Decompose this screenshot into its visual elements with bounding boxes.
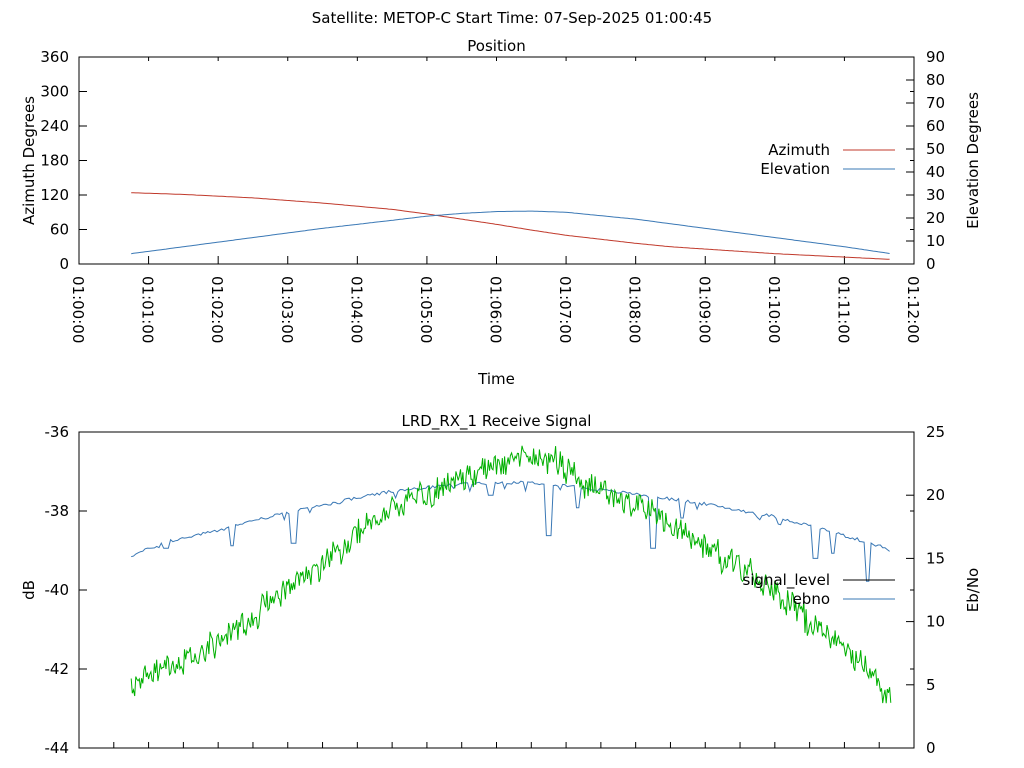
legend-label: Azimuth <box>768 141 830 159</box>
legend-label: Elevation <box>760 160 830 178</box>
x-tick-label: 01:12:00 <box>904 276 922 343</box>
x-tick-label: 01:10:00 <box>765 276 783 343</box>
y2-tick-label: 40 <box>926 163 945 181</box>
y-axis-label: dB <box>20 580 38 600</box>
x-tick-label: 01:00:00 <box>69 276 87 343</box>
legend-label: ebno <box>793 590 830 608</box>
y2-tick-label: 0 <box>926 255 936 273</box>
x-tick-label: 01:07:00 <box>556 276 574 343</box>
y2-tick-label: 10 <box>926 232 945 250</box>
y2-tick-label: 5 <box>926 676 936 694</box>
series-line-elevation <box>131 210 890 255</box>
y2-axis-label: Elevation Degrees <box>964 92 982 229</box>
y2-tick-label: 20 <box>926 486 945 504</box>
chart-title: LRD_RX_1 Receive Signal <box>402 412 592 431</box>
y2-tick-label: 70 <box>926 94 945 112</box>
y-tick-label: -42 <box>45 660 70 678</box>
page-title: Satellite: METOP-C Start Time: 07-Sep-20… <box>312 9 712 27</box>
series-line-green <box>130 445 892 704</box>
x-tick-label: 01:03:00 <box>278 276 296 343</box>
y-tick-label: -40 <box>45 581 70 599</box>
x-axis-label: Time <box>477 370 515 388</box>
receive-signal-chart: LRD_RX_1 Receive Signal -44 -42 -40 -38 -36 0 5… <box>20 412 982 757</box>
plot-frame <box>78 431 915 749</box>
x-tick-label: 01:05:00 <box>417 276 435 343</box>
x-tick-label: 01:02:00 <box>208 276 226 343</box>
y2-tick-label: 60 <box>926 117 945 135</box>
y-tick-label: 240 <box>40 117 69 135</box>
y-tick-label: 120 <box>40 186 69 204</box>
y-tick-label: -44 <box>45 739 70 757</box>
y2-axis-label: Eb/No <box>964 568 982 612</box>
y-tick-label: 0 <box>59 255 69 273</box>
y-axis-label: Azimuth Degrees <box>20 96 38 225</box>
x-tick-label: 01:01:00 <box>139 276 157 343</box>
position-chart: Position 0 60 120 180 240 300 360 0 10 20 30 40 50 60 7… <box>20 37 982 388</box>
x-tick-label: 01:09:00 <box>695 276 713 343</box>
x-tick-label: 01:04:00 <box>347 276 365 343</box>
y2-tick-label: 30 <box>926 186 945 204</box>
legend-label: signal_level <box>742 571 830 590</box>
x-tick-label: 01:08:00 <box>626 276 644 343</box>
y-tick-label: 360 <box>40 48 69 66</box>
series-line-azimuth <box>131 192 890 260</box>
y2-tick-label: 20 <box>926 209 945 227</box>
y2-tick-label: 80 <box>926 71 945 89</box>
x-tick-label: 01:11:00 <box>834 276 852 343</box>
y2-tick-label: 25 <box>926 423 945 441</box>
y-tick-label: 60 <box>50 221 69 239</box>
y2-tick-label: 50 <box>926 140 945 158</box>
y-tick-label: -36 <box>45 423 70 441</box>
chart-title: Position <box>467 37 525 55</box>
y-tick-label: 300 <box>40 83 69 101</box>
y-tick-label: -38 <box>45 502 70 520</box>
series-line-ebno <box>131 480 890 582</box>
y2-tick-label: 10 <box>926 613 945 631</box>
y2-tick-label: 90 <box>926 48 945 66</box>
y2-tick-label: 0 <box>926 739 936 757</box>
x-tick-label: 01:06:00 <box>487 276 505 343</box>
y2-tick-label: 15 <box>926 549 945 567</box>
y-tick-label: 180 <box>40 152 69 170</box>
